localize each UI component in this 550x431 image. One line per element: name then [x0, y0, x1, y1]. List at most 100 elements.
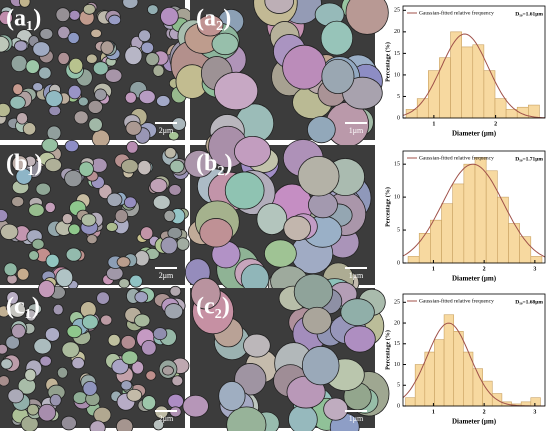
- particle: [114, 209, 129, 224]
- particle: [16, 112, 29, 125]
- particle: [116, 256, 131, 268]
- y-tick-label: 25: [394, 8, 400, 14]
- particle: [264, 239, 297, 268]
- particle: [86, 234, 98, 245]
- particle: [121, 350, 139, 365]
- y-tick-label: 5: [397, 383, 400, 389]
- particle: [123, 196, 137, 209]
- particle: [14, 40, 28, 52]
- particle: [131, 360, 145, 375]
- particle: [283, 215, 311, 242]
- particle: [282, 44, 327, 90]
- particle: [98, 183, 113, 200]
- scale-label: 1μm: [349, 271, 364, 280]
- scale-label: 2μm: [159, 271, 174, 280]
- particle: [234, 135, 272, 168]
- particle: [134, 291, 149, 304]
- particle: [301, 345, 340, 386]
- particle: [125, 120, 142, 136]
- x-axis-label: Diameter (μm): [452, 130, 497, 138]
- x-tick-label: 3: [533, 409, 536, 415]
- particle: [38, 66, 52, 80]
- particle: [171, 117, 187, 131]
- y-tick-label: 20: [394, 320, 400, 326]
- particle: [293, 273, 334, 311]
- particle: [28, 203, 45, 217]
- bar: [430, 219, 442, 264]
- particle: [90, 28, 102, 39]
- particle: [115, 418, 134, 431]
- particle: [26, 403, 40, 416]
- panel-label: (a₂): [196, 6, 231, 32]
- fit-curve: [402, 163, 546, 258]
- particle: [7, 388, 24, 404]
- particle: [33, 337, 52, 355]
- particle: [167, 226, 183, 240]
- particle: [67, 31, 80, 44]
- x-tick-label: 3: [533, 266, 536, 272]
- fit-curve: [402, 33, 546, 119]
- particle: [11, 196, 25, 208]
- particle: [343, 325, 376, 353]
- particle: [80, 213, 97, 227]
- panel-label: (b₁): [6, 151, 43, 177]
- particle: [45, 253, 60, 268]
- x-tick-label: 1: [432, 409, 435, 415]
- particle: [55, 268, 74, 288]
- x-tick-label: 2: [483, 409, 486, 415]
- particle: [138, 29, 151, 43]
- particle: [93, 406, 112, 424]
- sem-image: (b₁) 2μm: [0, 138, 190, 290]
- particle: [100, 40, 115, 55]
- particle: [39, 28, 54, 40]
- bar: [474, 157, 487, 264]
- annotation: D₅₀=1.71μm: [515, 156, 543, 162]
- particle: [56, 366, 69, 379]
- particle: [91, 129, 110, 148]
- particle: [71, 356, 85, 370]
- particle: [61, 341, 80, 358]
- bar: [443, 314, 455, 407]
- particle: [184, 149, 214, 178]
- particle: [68, 57, 84, 74]
- particle: [320, 20, 354, 56]
- particle: [41, 138, 59, 153]
- bar: [441, 203, 453, 264]
- particle: [107, 333, 121, 347]
- particle: [38, 280, 56, 298]
- particle: [31, 238, 45, 250]
- legend-label: Gaussian-fitted relative frequency: [419, 297, 494, 304]
- particle: [160, 236, 178, 255]
- particle: [0, 102, 11, 118]
- histogram: 0 5 10 15 1 2 3 Diameter (μm) Percentage (%) Gaus…: [384, 150, 546, 283]
- particle: [168, 184, 182, 196]
- particle: [39, 355, 52, 367]
- scale-label: 2μm: [159, 414, 174, 423]
- particle: [164, 303, 184, 320]
- particle: [10, 54, 28, 73]
- particle: [94, 88, 107, 101]
- bar: [405, 397, 416, 407]
- plot-frame: [402, 293, 546, 407]
- annotation: D₅₀=1.61μm: [515, 11, 543, 17]
- particle: [226, 406, 267, 431]
- particle: [302, 306, 332, 335]
- plot-frame: [402, 150, 546, 264]
- scale-label: 1μm: [349, 414, 364, 423]
- particle: [288, 404, 318, 431]
- particle: [340, 298, 375, 327]
- particle: [140, 226, 154, 241]
- particle: [156, 95, 171, 107]
- particle: [122, 0, 139, 9]
- particle: [129, 274, 143, 288]
- histogram: 0 5 10 15 20 25 1 2 3 Diameter (μm) Percentage (%)…: [384, 293, 546, 426]
- particle: [137, 159, 152, 176]
- particle: [141, 395, 157, 411]
- particle: [105, 222, 118, 232]
- y-tick-label: 5: [397, 227, 400, 233]
- y-tick-label: 0: [397, 115, 400, 121]
- plot-frame: [402, 5, 546, 119]
- bar: [472, 44, 485, 119]
- y-axis-label: Percentage (%): [384, 42, 391, 82]
